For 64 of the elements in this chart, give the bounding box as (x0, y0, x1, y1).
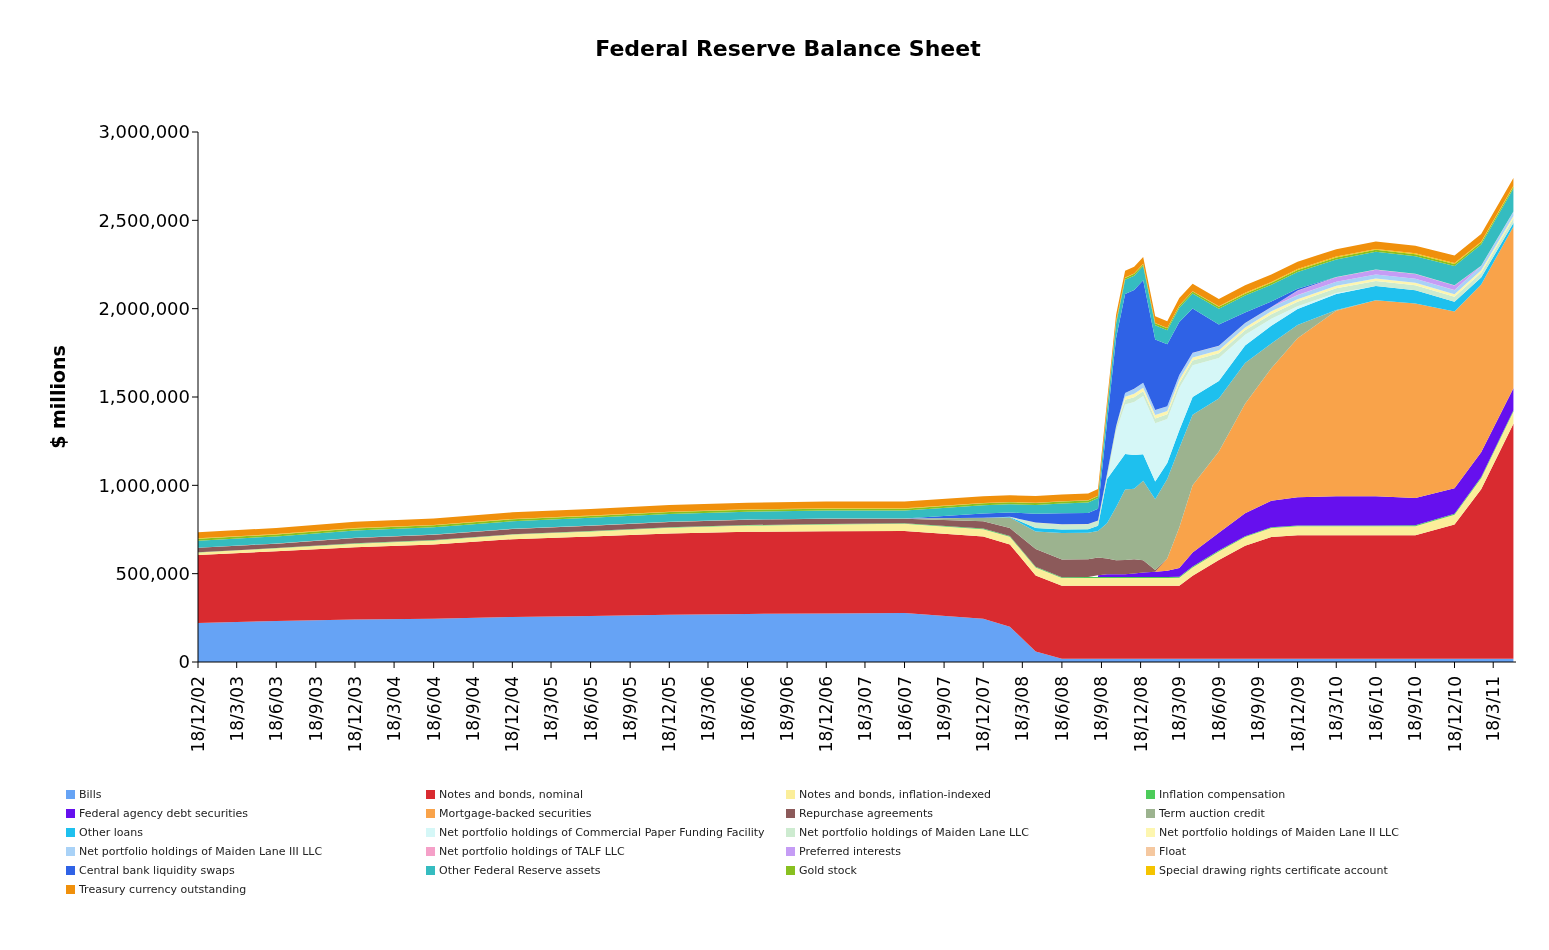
x-tick-label: 18/6/03 (266, 676, 287, 742)
y-tick-label: 1,000,000 (98, 474, 190, 496)
legend-label: Net portfolio holdings of TALF LLC (439, 845, 625, 858)
x-tick-label: 18/12/07 (973, 676, 994, 753)
x-tick-label: 18/9/04 (463, 676, 484, 742)
x-tick-label: 18/3/09 (1169, 676, 1190, 742)
x-tick-label: 18/3/07 (854, 676, 875, 742)
y-tick-label: 2,500,000 (98, 209, 190, 231)
x-tick-label: 18/3/05 (541, 676, 562, 742)
legend-label: Special drawing rights certificate account (1159, 864, 1388, 877)
x-tick-label: 18/3/06 (698, 676, 718, 742)
x-tick-label: 18/3/11 (1483, 676, 1504, 742)
x-tick-label: 18/9/06 (777, 676, 798, 742)
y-axis-title: $ millions (46, 345, 69, 449)
legend-label: Other Federal Reserve assets (439, 864, 601, 877)
x-tick-label: 18/6/04 (423, 676, 444, 742)
legend-label: Float (1159, 845, 1187, 858)
x-tick-label: 18/3/04 (384, 676, 405, 742)
x-tick-label: 18/6/07 (894, 676, 915, 742)
x-tick-label: 18/3/03 (226, 676, 247, 742)
x-tick-label: 18/12/09 (1287, 676, 1308, 753)
x-tick-label: 18/12/02 (188, 676, 208, 753)
legend-label: Bills (79, 788, 102, 801)
x-tick-label: 18/9/08 (1091, 676, 1112, 742)
legend-label: Term auction credit (1159, 807, 1265, 820)
x-tick-label: 18/9/03 (305, 676, 326, 742)
legend-label: Treasury currency outstanding (79, 883, 247, 896)
x-tick-label: 18/12/04 (502, 676, 523, 753)
legend-label: Net portfolio holdings of Maiden Lane II LLC (1159, 826, 1399, 839)
legend-label: Mortgage-backed securities (439, 807, 592, 820)
x-tick-label: 18/6/05 (580, 676, 601, 742)
y-tick-label: 2,000,000 (98, 298, 190, 320)
chart-title: Federal Reserve Balance Sheet (594, 34, 982, 63)
x-tick-label: 18/6/08 (1051, 676, 1072, 742)
y-tick-label: 500,000 (115, 563, 190, 585)
legend-label: Net portfolio holdings of Commercial Paper Funding Facility (439, 826, 765, 839)
legend-label: Other loans (79, 826, 143, 839)
x-tick-label: 18/12/06 (816, 676, 837, 753)
x-tick-label: 18/9/07 (934, 676, 955, 742)
x-tick-label: 18/12/08 (1130, 676, 1151, 753)
legend-label: Net portfolio holdings of Maiden Lane LLC (799, 826, 1029, 839)
legend-label: Central bank liquidity swaps (79, 864, 235, 877)
legend-label: Inflation compensation (1159, 788, 1286, 801)
x-tick-label: 18/9/05 (620, 676, 641, 742)
y-tick-label: 0 (178, 651, 190, 673)
y-tick-label: 3,000,000 (98, 121, 190, 143)
x-tick-label: 18/3/10 (1326, 676, 1347, 742)
x-tick-label: 18/6/10 (1365, 676, 1386, 742)
x-tick-label: 18/12/05 (659, 676, 680, 753)
legend-label: Repurchase agreements (799, 807, 933, 820)
x-tick-label: 18/9/10 (1405, 676, 1426, 742)
x-tick-label: 18/3/08 (1012, 676, 1033, 742)
x-tick-label: 18/12/10 (1444, 676, 1465, 753)
x-tick-label: 18/6/09 (1208, 676, 1229, 742)
x-tick-label: 18/6/06 (737, 676, 758, 742)
legend-label: Net portfolio holdings of Maiden Lane III LLC (79, 845, 323, 858)
x-tick-label: 18/12/03 (344, 676, 365, 753)
legend-label: Federal agency debt securities (79, 807, 249, 820)
legend-label: Notes and bonds, inflation-indexed (799, 788, 992, 801)
legend-label: Preferred interests (799, 845, 901, 858)
legend-label: Notes and bonds, nominal (439, 788, 584, 801)
x-tick-label: 18/9/09 (1248, 676, 1269, 742)
legend-label: Gold stock (799, 864, 857, 877)
y-tick-label: 1,500,000 (98, 386, 190, 408)
